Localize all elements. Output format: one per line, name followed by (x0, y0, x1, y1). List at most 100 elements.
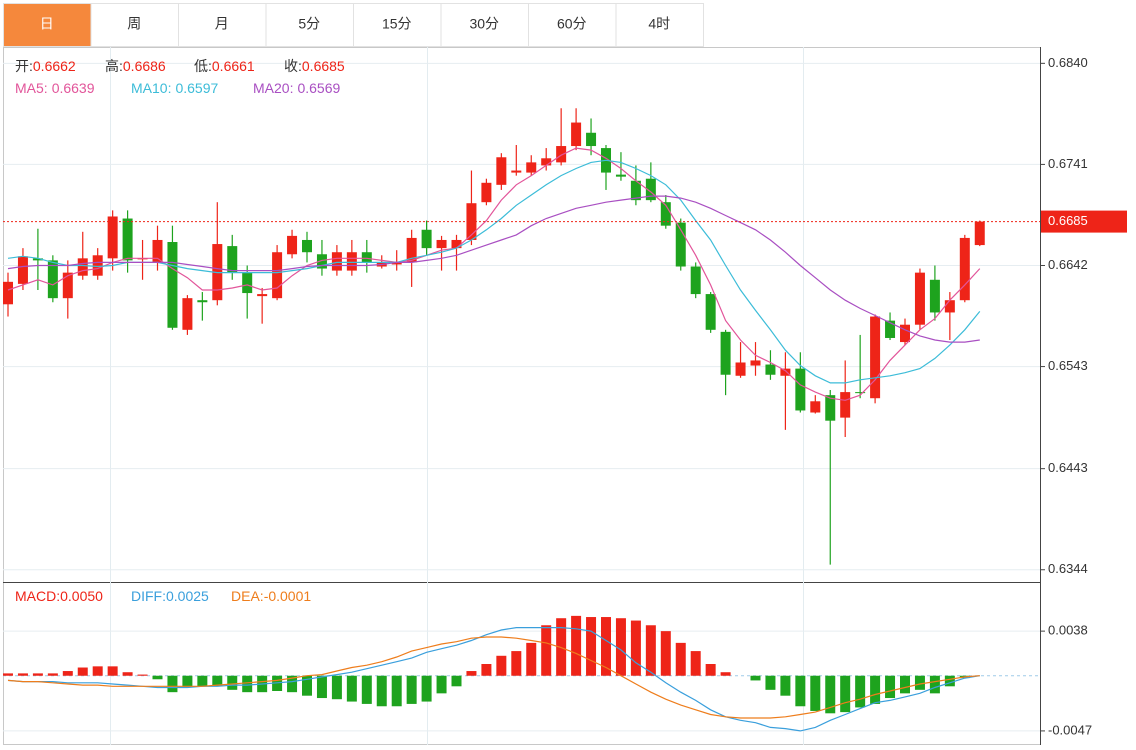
macd-bar (421, 675, 432, 702)
macd-bar (62, 671, 73, 676)
info-label: 低: (194, 58, 212, 74)
candle-body (316, 254, 327, 269)
candle-body (690, 266, 701, 295)
macd-bar (167, 675, 178, 693)
candle-body (780, 368, 791, 376)
info-value: 0.6662 (33, 58, 76, 74)
info-label: 收: (284, 58, 302, 74)
candle-body (481, 182, 492, 203)
candle-body (959, 237, 970, 301)
macd-bar (571, 615, 582, 676)
macd-bar (630, 620, 641, 676)
macd-bar (17, 673, 28, 676)
candle-body (974, 221, 985, 246)
tab[interactable]: 5分 (265, 3, 354, 47)
legend-name: MA5: (15, 80, 48, 96)
tab[interactable]: 日 (3, 3, 92, 47)
candle-body (17, 256, 28, 284)
info-label: 开: (15, 58, 33, 74)
ma-line (7, 195, 980, 343)
macd-bar (586, 617, 597, 676)
candle-body (511, 170, 522, 173)
candle-body (720, 331, 731, 375)
macd-bar (645, 625, 656, 676)
macd-line (7, 636, 980, 719)
tab-bg[interactable] (3, 3, 92, 47)
tab[interactable]: 30分 (440, 3, 529, 47)
readout-value: 0.0050 (60, 588, 103, 604)
last-price-label: 0.6685 (1048, 213, 1088, 228)
macd-bar (197, 675, 208, 687)
candle-body (586, 132, 597, 147)
candle-body (900, 324, 910, 343)
macd-bar (47, 673, 58, 676)
tab-bg[interactable] (615, 3, 704, 47)
y-tick-label: 0.0038 (1048, 623, 1088, 638)
macd-bar (316, 675, 327, 699)
tab[interactable]: 周 (90, 3, 179, 47)
macd-bar (391, 675, 402, 707)
candle-body (765, 364, 776, 375)
tab-bg[interactable] (528, 3, 617, 47)
y-tick-label: 0.6840 (1048, 55, 1088, 70)
readout-name: DEA: (231, 588, 264, 604)
tab-label[interactable]: 日 (40, 16, 54, 32)
candle-body (107, 216, 118, 259)
macd-bar (92, 666, 103, 676)
macd-bar (765, 675, 776, 690)
tab-label[interactable]: 月 (215, 16, 229, 32)
info-label: 高: (105, 58, 123, 74)
tab[interactable]: 15分 (353, 3, 442, 47)
tab-label[interactable]: 5分 (298, 16, 320, 32)
macd-bar (466, 671, 477, 676)
tab-bg[interactable] (353, 3, 442, 47)
macd-bar (451, 675, 462, 687)
tab-bg[interactable] (90, 3, 179, 47)
candle-body (3, 281, 13, 305)
tab-bg[interactable] (440, 3, 529, 47)
macd-bar (242, 675, 253, 693)
candle-body (451, 239, 462, 249)
ma-line (7, 147, 981, 401)
frame (3, 47, 1041, 745)
candle-body (257, 294, 268, 297)
tab[interactable]: 4时 (615, 3, 704, 47)
readout-item: DEA:-0.0001 (231, 588, 311, 604)
candle-body (810, 401, 821, 413)
candle-body (242, 272, 253, 294)
tab-label[interactable]: 60分 (557, 16, 587, 32)
macd-bar (346, 675, 357, 702)
info-value: 0.6685 (302, 58, 345, 74)
macd-bar (556, 618, 567, 676)
y-tick-label: -0.0047 (1048, 722, 1092, 737)
tab[interactable]: 月 (178, 3, 267, 47)
candle-body (660, 202, 671, 226)
macd-bar (77, 667, 88, 676)
macd-bar (705, 664, 716, 676)
macd-bar (361, 675, 372, 704)
tab-label[interactable]: 周 (127, 16, 141, 32)
macd-bar (137, 674, 148, 676)
legend-name: MA20: (253, 80, 293, 96)
macd-bar (825, 675, 836, 714)
candle-body (391, 262, 402, 265)
tab-label[interactable]: 4时 (648, 16, 670, 32)
macd-bar (720, 672, 731, 676)
readout-item: MACD:0.0050 (15, 588, 103, 604)
info-item: 低:0.6661 (194, 58, 255, 74)
legend-name: MA10: (131, 80, 171, 96)
tab[interactable]: 60分 (528, 3, 617, 47)
candle-body (556, 146, 567, 163)
macd-bar (227, 675, 238, 690)
macd-bar (496, 655, 507, 676)
candle-body (182, 298, 193, 330)
macd-bar (914, 675, 925, 690)
macd-bar (436, 675, 447, 694)
tab-label[interactable]: 15分 (382, 16, 412, 32)
candle-body (361, 252, 372, 263)
info-item: 开:0.6662 (15, 58, 76, 74)
tab-label[interactable]: 30分 (469, 16, 499, 32)
macd-bar (376, 675, 387, 707)
candle-body (92, 255, 103, 276)
tab-bg[interactable] (178, 3, 267, 47)
